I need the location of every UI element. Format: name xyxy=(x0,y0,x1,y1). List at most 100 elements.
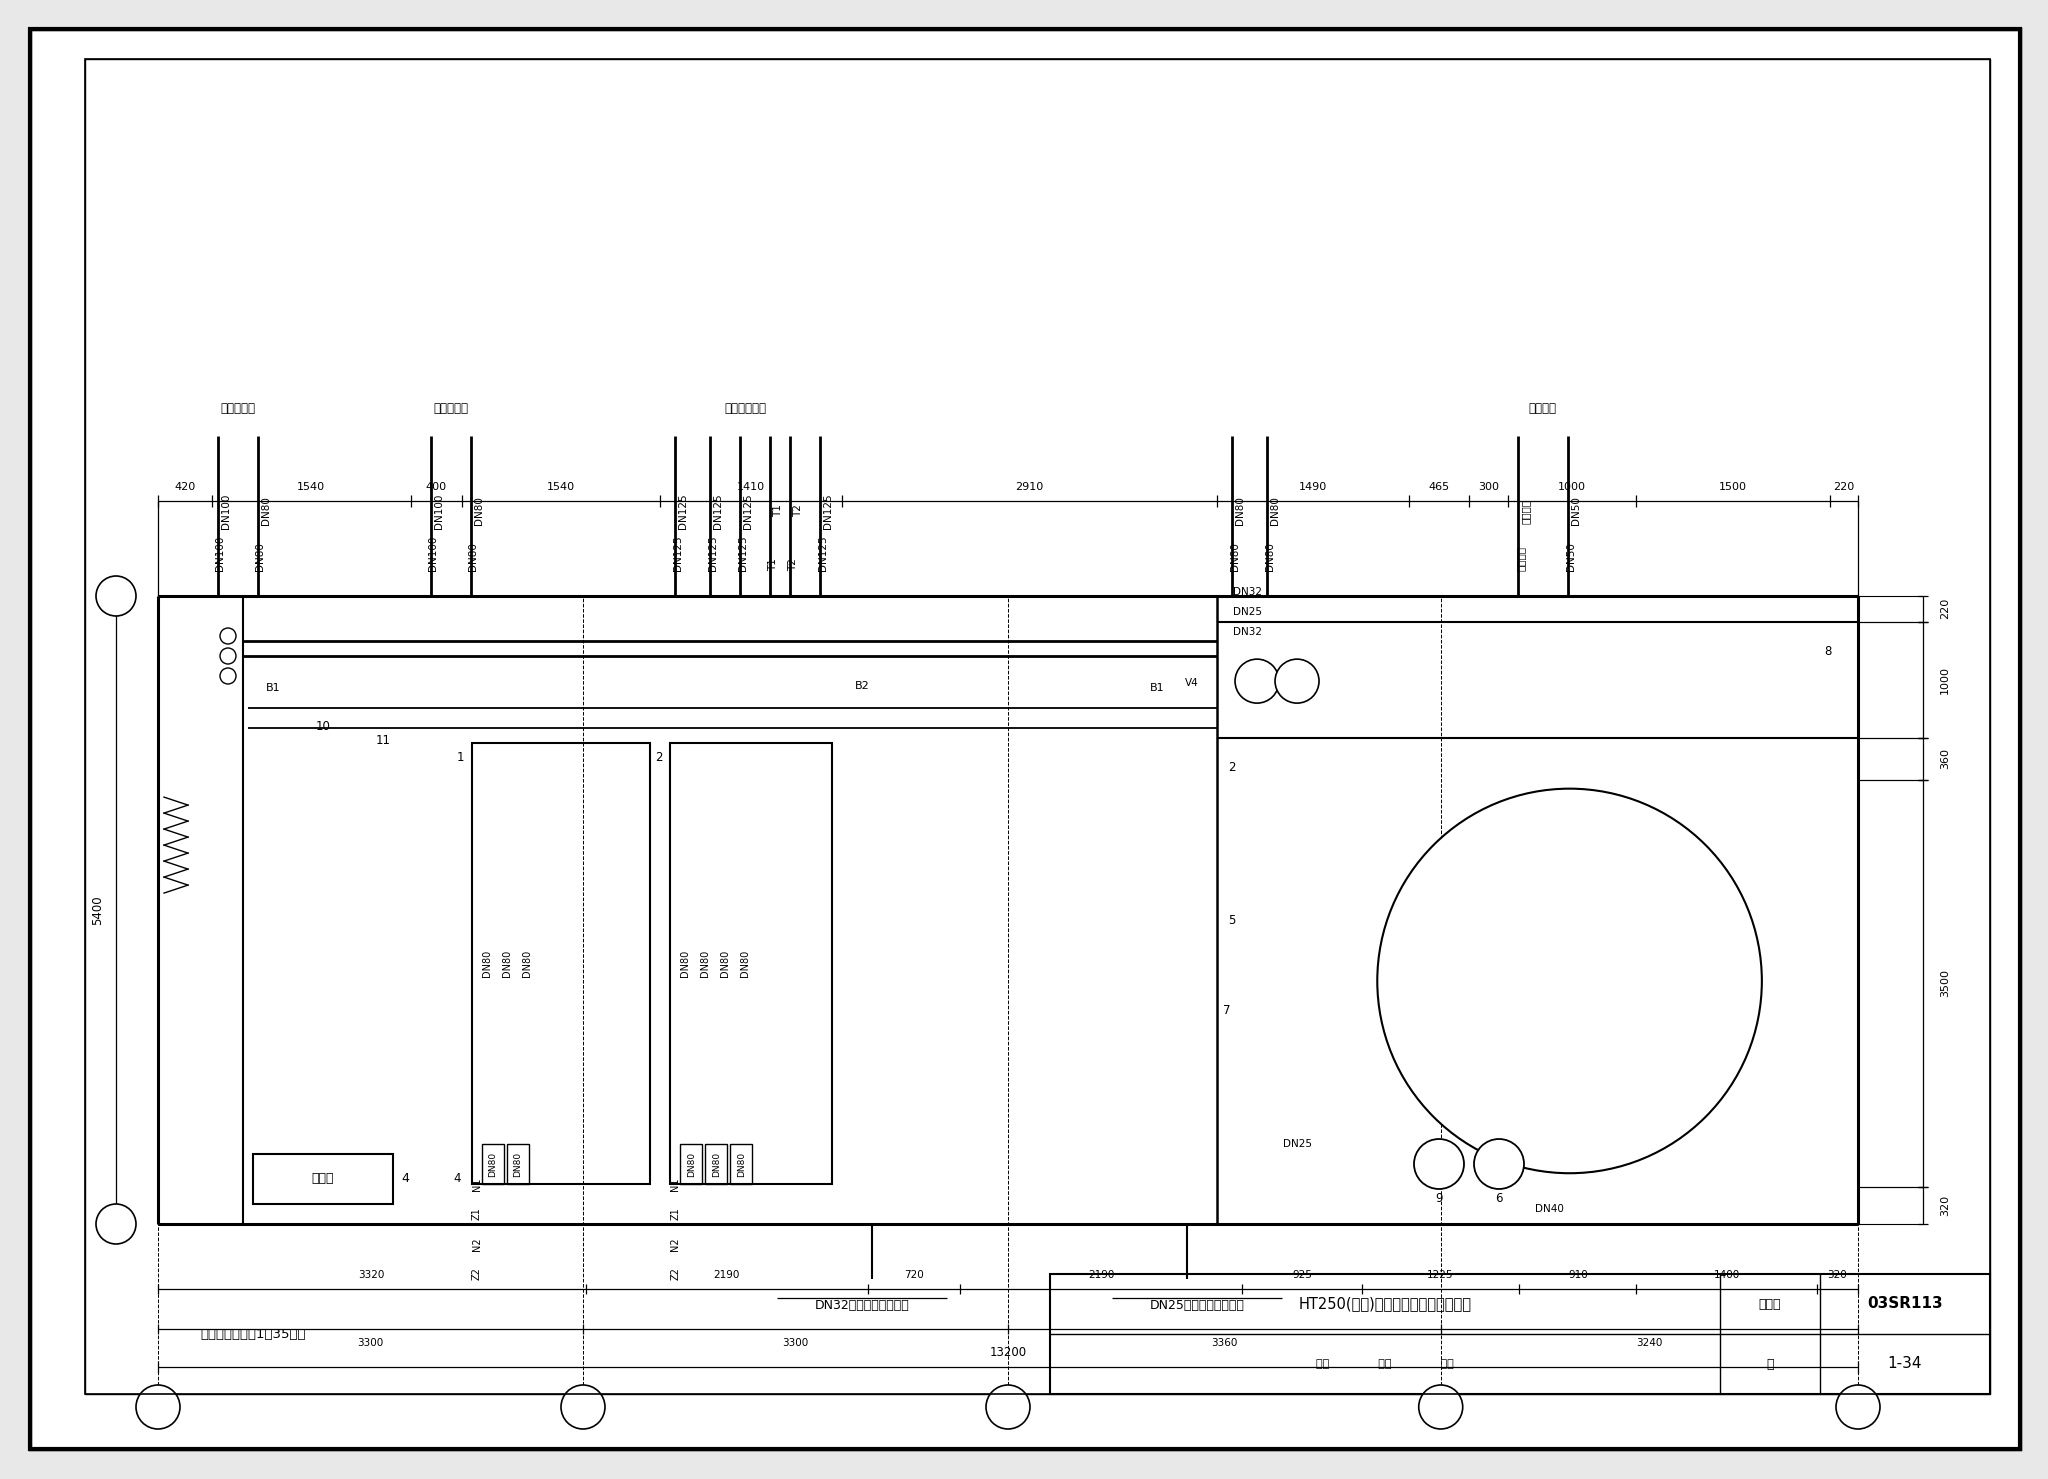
Circle shape xyxy=(219,629,236,643)
Text: 2: 2 xyxy=(655,751,662,765)
Text: B2: B2 xyxy=(854,680,870,691)
Circle shape xyxy=(219,648,236,664)
Text: DN32接生活热水供水管: DN32接生活热水供水管 xyxy=(815,1299,909,1312)
Circle shape xyxy=(1419,1384,1462,1429)
Text: 13200: 13200 xyxy=(989,1346,1026,1359)
Text: N1: N1 xyxy=(670,1177,680,1191)
Circle shape xyxy=(1235,660,1280,703)
Text: 03SR113: 03SR113 xyxy=(1868,1297,1944,1312)
Text: DN125: DN125 xyxy=(674,535,684,571)
Bar xyxy=(508,1143,528,1185)
Text: 3320: 3320 xyxy=(358,1270,385,1279)
Text: ③: ③ xyxy=(1001,1401,1014,1414)
Text: Z1: Z1 xyxy=(670,1208,680,1220)
Text: 1000: 1000 xyxy=(1559,482,1585,493)
Text: 1000: 1000 xyxy=(1939,666,1950,694)
Text: DN80: DN80 xyxy=(467,543,477,571)
Text: 12: 12 xyxy=(1239,670,1255,682)
Text: DN80: DN80 xyxy=(514,1152,522,1177)
Text: 3360: 3360 xyxy=(1210,1338,1237,1347)
Text: 220: 220 xyxy=(1833,482,1853,493)
Text: 1490: 1490 xyxy=(1298,482,1327,493)
Circle shape xyxy=(96,1204,135,1244)
Text: 910: 910 xyxy=(1569,1270,1587,1279)
Text: DN80: DN80 xyxy=(737,1152,745,1177)
Text: 1540: 1540 xyxy=(547,482,575,493)
Circle shape xyxy=(985,1384,1030,1429)
Circle shape xyxy=(1376,788,1761,1173)
Text: DN100: DN100 xyxy=(215,535,225,571)
Text: 1225: 1225 xyxy=(1427,1270,1454,1279)
Text: DN80: DN80 xyxy=(1266,543,1276,571)
Text: DN80: DN80 xyxy=(1231,543,1239,571)
Text: 1500: 1500 xyxy=(1718,482,1747,493)
Text: 5: 5 xyxy=(1229,914,1235,927)
Text: DN80: DN80 xyxy=(686,1152,696,1177)
Circle shape xyxy=(219,669,236,683)
Text: 5400: 5400 xyxy=(92,895,104,924)
Text: DN80: DN80 xyxy=(1235,497,1245,525)
Text: 配电柜: 配电柜 xyxy=(311,1173,334,1186)
Text: 6: 6 xyxy=(1495,1192,1503,1205)
Text: T2: T2 xyxy=(788,558,799,571)
Text: DN80: DN80 xyxy=(473,497,483,525)
Text: DN80: DN80 xyxy=(721,950,731,978)
Text: DN125: DN125 xyxy=(739,535,748,571)
Text: ⑤: ⑤ xyxy=(1851,1401,1864,1414)
Text: HT250(二台)冷热源设备及管道平面图: HT250(二台)冷热源设备及管道平面图 xyxy=(1298,1297,1473,1312)
Circle shape xyxy=(1475,1139,1524,1189)
Text: DN80: DN80 xyxy=(260,497,270,525)
Text: DN80: DN80 xyxy=(680,950,690,978)
Text: DN100: DN100 xyxy=(428,535,438,571)
Text: 320: 320 xyxy=(1939,1195,1950,1216)
Circle shape xyxy=(96,575,135,615)
Text: N2: N2 xyxy=(471,1238,481,1251)
Text: DN80: DN80 xyxy=(522,950,532,978)
Bar xyxy=(254,1154,393,1204)
Bar xyxy=(670,742,831,1185)
Text: 465: 465 xyxy=(1427,482,1450,493)
Text: 220: 220 xyxy=(1939,598,1950,620)
Text: DN125: DN125 xyxy=(713,493,723,529)
Text: 10: 10 xyxy=(315,719,330,732)
Text: Z2: Z2 xyxy=(471,1268,481,1281)
Text: ④: ④ xyxy=(1434,1401,1448,1414)
Text: DN100: DN100 xyxy=(434,494,444,528)
Text: DN25: DN25 xyxy=(1282,1139,1311,1149)
Text: DN80: DN80 xyxy=(1270,497,1280,525)
Text: DN80: DN80 xyxy=(489,1152,498,1177)
Text: DN125: DN125 xyxy=(743,493,754,529)
Text: 300: 300 xyxy=(1479,482,1499,493)
Text: 420: 420 xyxy=(174,482,197,493)
Text: 7: 7 xyxy=(1223,1004,1231,1018)
Text: DN50: DN50 xyxy=(1565,543,1575,571)
Text: 接自来水: 接自来水 xyxy=(1516,546,1526,571)
Bar xyxy=(471,742,651,1185)
Bar xyxy=(481,1143,504,1185)
Text: 1540: 1540 xyxy=(297,482,326,493)
Text: N1: N1 xyxy=(471,1177,481,1191)
Circle shape xyxy=(561,1384,604,1429)
Circle shape xyxy=(1276,660,1319,703)
Text: DN32: DN32 xyxy=(1233,627,1262,636)
Text: 2910: 2910 xyxy=(1016,482,1044,493)
Text: ②: ② xyxy=(578,1401,590,1414)
Text: 4: 4 xyxy=(401,1173,410,1186)
Text: 2190: 2190 xyxy=(1087,1270,1114,1279)
Text: 1-34: 1-34 xyxy=(1888,1356,1923,1371)
Text: 11: 11 xyxy=(375,735,391,747)
Bar xyxy=(731,1143,752,1185)
Text: Z1: Z1 xyxy=(471,1208,481,1220)
Text: 9: 9 xyxy=(1436,1192,1442,1205)
Text: 接末端供水: 接末端供水 xyxy=(221,401,256,414)
Text: DN125: DN125 xyxy=(819,535,829,571)
Text: 720: 720 xyxy=(903,1270,924,1279)
Text: B1: B1 xyxy=(266,683,281,692)
Text: 4: 4 xyxy=(453,1173,461,1186)
Text: DN80: DN80 xyxy=(700,950,711,978)
Text: 400: 400 xyxy=(426,482,446,493)
Text: 1400: 1400 xyxy=(1714,1270,1739,1279)
Text: DN80: DN80 xyxy=(713,1152,721,1177)
Text: 接自来水: 接自来水 xyxy=(1520,498,1530,524)
Text: Z2: Z2 xyxy=(670,1268,680,1281)
